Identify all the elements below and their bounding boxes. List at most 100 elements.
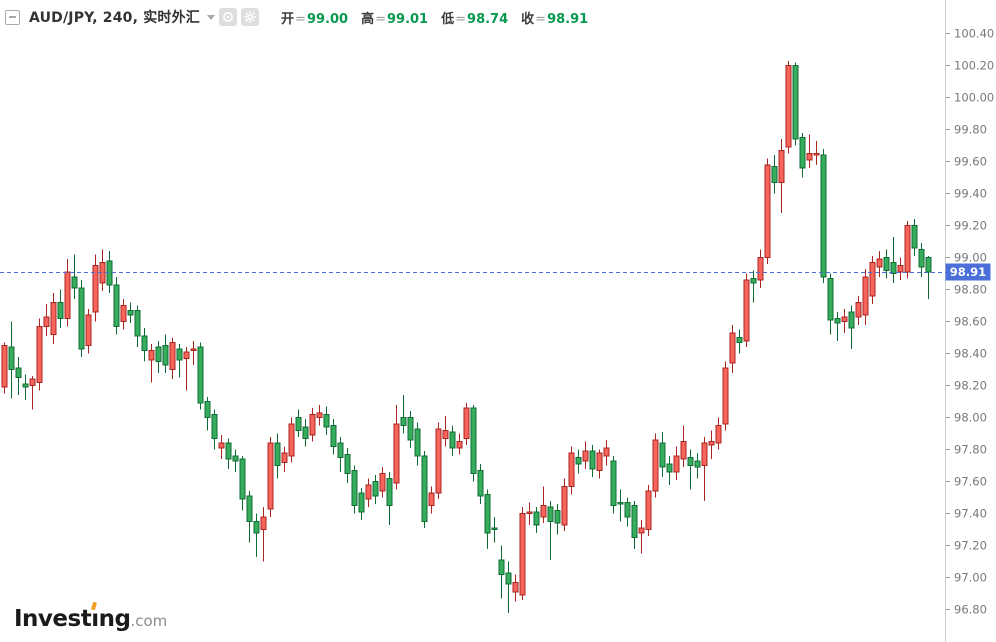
candle <box>428 486 435 514</box>
candle <box>694 452 701 479</box>
candle <box>22 374 29 400</box>
candle <box>211 409 218 450</box>
candle <box>162 334 169 373</box>
candle <box>309 408 316 442</box>
candle <box>554 504 561 535</box>
candle <box>841 308 848 333</box>
ohlc-close-value: 98.91 <box>547 11 589 27</box>
candle <box>568 446 575 495</box>
candle <box>638 520 645 554</box>
last-price-tag-value: 98.91 <box>950 265 986 279</box>
candle <box>246 491 253 543</box>
candle <box>183 347 190 391</box>
candle <box>127 302 134 324</box>
price-tick-label: 97.20 <box>954 539 987 553</box>
candle <box>911 219 918 256</box>
price-tick-label: 96.80 <box>954 603 987 617</box>
candle <box>652 433 659 498</box>
candle <box>736 329 743 354</box>
candle <box>1 342 8 394</box>
candle <box>589 444 596 477</box>
candle <box>673 446 680 480</box>
logo-text-post: ng <box>98 606 131 632</box>
candle <box>883 249 890 279</box>
candle <box>848 305 855 349</box>
candle <box>400 395 407 434</box>
candle <box>505 561 512 613</box>
candle <box>771 155 778 194</box>
candle <box>827 273 834 335</box>
candle <box>463 403 470 445</box>
investing-logo[interactable]: Investıng.com <box>14 608 167 631</box>
candle <box>757 249 764 288</box>
candles-layer <box>1 60 932 613</box>
price-tick-label: 99.60 <box>954 155 987 169</box>
candle <box>295 409 302 437</box>
candle <box>92 254 99 322</box>
candle <box>897 257 904 280</box>
candle <box>498 545 505 599</box>
candle <box>141 328 148 362</box>
price-tick-label: 99.80 <box>954 123 987 137</box>
ohlc-readout: 开 = 99.00 高 = 99.01 低 = 98.74 收 = 98.91 <box>281 8 601 27</box>
price-tick-label: 97.80 <box>954 443 987 457</box>
symbol-title[interactable]: AUD/JPY, 240, 实时外汇 <box>29 10 201 26</box>
candle <box>904 220 911 279</box>
candle <box>715 417 722 450</box>
candle <box>169 337 176 380</box>
candle <box>449 425 456 456</box>
equals-sign: = <box>455 11 467 27</box>
candle <box>624 497 631 527</box>
equals-sign: = <box>295 11 306 27</box>
candle <box>316 404 323 426</box>
candle <box>302 419 309 447</box>
candle <box>232 449 239 472</box>
candle <box>869 256 876 304</box>
last-price-tag: 98.91 <box>945 263 991 281</box>
ohlc-close-label: 收 <box>521 11 535 27</box>
candle <box>785 60 792 154</box>
candle <box>281 446 288 472</box>
price-tick-label: 98.00 <box>954 411 987 425</box>
candle <box>540 486 547 524</box>
candle <box>190 340 197 365</box>
candle <box>855 296 862 325</box>
candle <box>414 422 421 466</box>
candle <box>64 259 71 327</box>
logo-text-pre: Invest <box>14 606 92 632</box>
candle <box>722 361 729 431</box>
candle <box>351 465 358 514</box>
target-icon[interactable] <box>219 8 238 26</box>
candle <box>253 513 260 557</box>
candle <box>225 438 232 469</box>
candle <box>113 276 120 335</box>
candle <box>435 422 442 500</box>
candle <box>799 132 806 178</box>
candle <box>155 340 162 373</box>
candle <box>729 324 736 373</box>
candle <box>197 342 204 410</box>
chevron-down-icon[interactable] <box>207 14 216 20</box>
price-tick-label: 99.00 <box>954 251 987 265</box>
candle <box>267 436 274 517</box>
candle <box>134 305 141 348</box>
ohlc-low-label: 低 <box>441 11 455 27</box>
candle <box>792 62 799 146</box>
candle <box>533 507 540 533</box>
price-tick-label: 99.20 <box>954 219 987 233</box>
ohlc-high-value: 99.01 <box>386 11 429 27</box>
gear-icon[interactable] <box>241 8 260 26</box>
price-tick-label: 97.60 <box>954 475 987 489</box>
price-axis[interactable]: 100.40 100.20 100.00 99.80 99.60 99.40 99.20 99… <box>945 0 995 642</box>
candle <box>372 475 379 504</box>
collapse-icon[interactable] <box>5 9 20 25</box>
ohlc-open-value: 99.00 <box>306 11 349 27</box>
candle <box>491 516 498 543</box>
candle <box>701 436 708 501</box>
candle <box>407 411 414 448</box>
candle <box>925 256 932 300</box>
candle <box>260 507 267 562</box>
candle <box>43 304 50 336</box>
candle <box>456 433 463 455</box>
